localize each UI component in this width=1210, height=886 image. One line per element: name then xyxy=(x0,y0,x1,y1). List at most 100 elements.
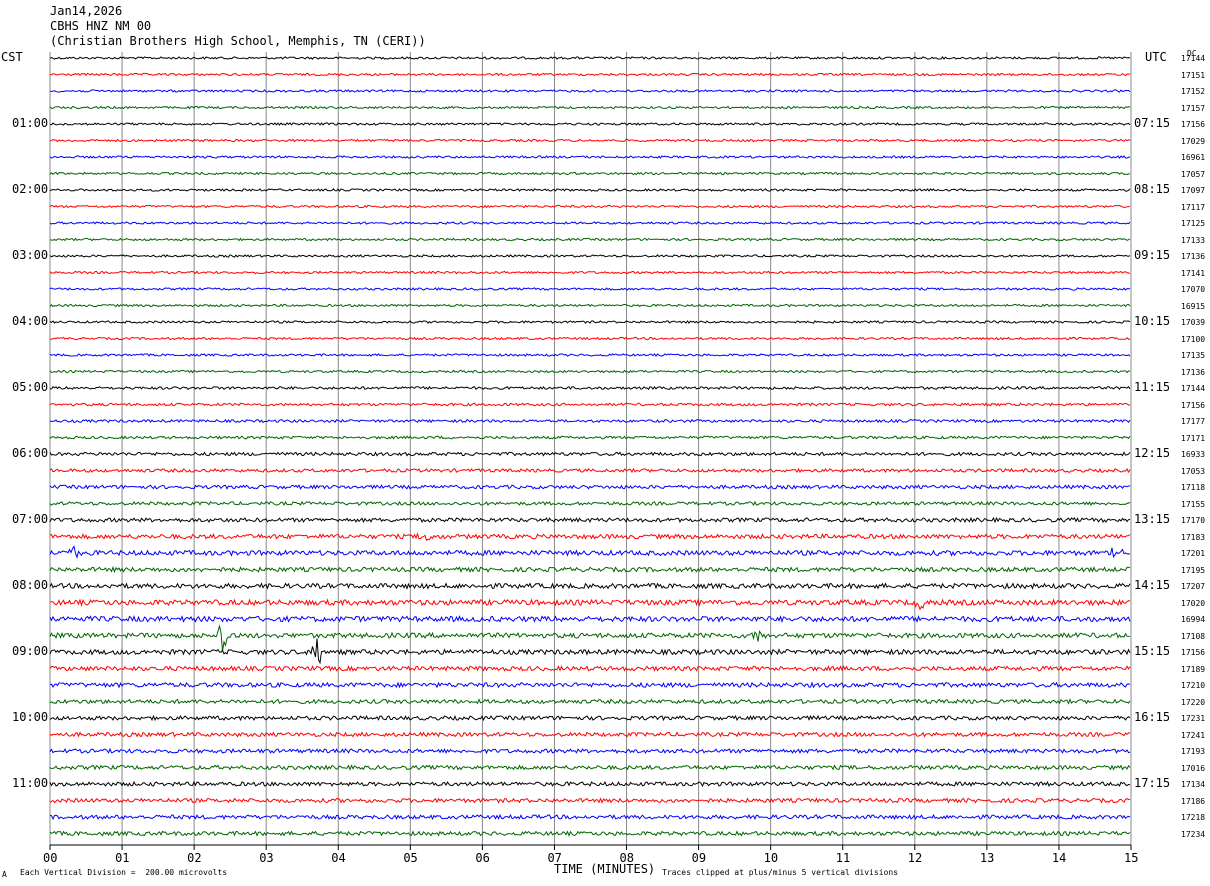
trace-line-25 xyxy=(49,451,1131,457)
x-tick-label: 05 xyxy=(403,851,418,865)
left-hour-label: 02:00 xyxy=(12,182,49,196)
trace-line-2 xyxy=(49,72,1131,77)
dc-offset-label: 17156 xyxy=(1181,648,1206,657)
dc-offset-label: 17136 xyxy=(1181,252,1206,261)
dc-offset-label: 16933 xyxy=(1181,450,1206,459)
x-tick-label: 13 xyxy=(979,851,995,865)
dc-offset-label: 17016 xyxy=(1181,763,1206,773)
dc-offset-label: 17220 xyxy=(1181,697,1206,707)
dc-offset-label: 17039 xyxy=(1181,318,1206,327)
seismic-traces xyxy=(49,56,1131,837)
dc-offset-label: 17070 xyxy=(1181,285,1206,294)
logo-icon: A xyxy=(2,870,7,879)
dc-offset-label: 16961 xyxy=(1181,153,1206,162)
left-hour-label: 08:00 xyxy=(12,578,49,592)
x-tick-label: 12 xyxy=(907,851,923,865)
trace-line-4 xyxy=(49,105,1131,110)
trace-line-3 xyxy=(49,89,1131,93)
trace-line-38 xyxy=(49,665,1131,672)
trace-line-5 xyxy=(49,122,1131,126)
x-axis-ticks xyxy=(49,845,1132,850)
dc-offset-label: 17183 xyxy=(1181,532,1206,542)
right-hour-label: 12:15 xyxy=(1134,446,1171,460)
trace-line-11 xyxy=(49,221,1131,225)
dc-offset-label: 17231 xyxy=(1181,714,1206,723)
dc-offset-label: 17057 xyxy=(1181,169,1206,179)
dc-offset-label: 17100 xyxy=(1181,334,1206,344)
x-tick-label: 07 xyxy=(547,851,562,865)
x-axis-label: TIME (MINUTES) xyxy=(554,862,656,876)
trace-line-7 xyxy=(49,155,1131,159)
left-hour-label: 11:00 xyxy=(12,776,49,790)
dc-offset-label: 17097 xyxy=(1181,186,1206,195)
trace-line-20 xyxy=(49,369,1130,374)
dc-offset-label: 17156 xyxy=(1181,120,1206,129)
dc-offset-label: 17171 xyxy=(1181,433,1206,443)
dc-offset-label: 17157 xyxy=(1181,103,1206,113)
dc-offset-label: 17152 xyxy=(1181,87,1206,96)
x-tick-label: 02 xyxy=(187,851,202,865)
dc-offset-label: 17108 xyxy=(1181,631,1206,641)
trace-line-34 xyxy=(49,598,1131,611)
dc-offset-label: 17155 xyxy=(1181,499,1206,509)
trace-line-44 xyxy=(49,764,1131,771)
dc-offset-label: 17141 xyxy=(1181,268,1206,278)
dc-offset-label: 17144 xyxy=(1181,54,1206,63)
trace-line-42 xyxy=(49,731,1131,738)
trace-line-37 xyxy=(49,638,1131,665)
dc-offset-label: 17151 xyxy=(1181,70,1206,80)
x-tick-label: 15 xyxy=(1124,851,1139,865)
trace-line-26 xyxy=(49,467,1131,474)
dc-offset-label: 17133 xyxy=(1181,235,1206,245)
dc-offset-label: 17218 xyxy=(1181,813,1206,822)
trace-line-19 xyxy=(49,353,1131,357)
dc-offset-label: 17207 xyxy=(1181,582,1206,591)
trace-line-48 xyxy=(49,830,1131,837)
trace-line-17 xyxy=(49,320,1131,324)
x-tick-label: 14 xyxy=(1051,851,1067,865)
header-date: Jan14,2026 xyxy=(50,4,123,18)
trace-line-16 xyxy=(49,303,1131,308)
trace-line-22 xyxy=(49,402,1131,407)
right-hour-label: 10:15 xyxy=(1134,314,1171,328)
trace-line-31 xyxy=(49,545,1131,559)
right-hour-label: 11:15 xyxy=(1134,380,1171,394)
header-station: CBHS HNZ NM 00 xyxy=(50,19,152,33)
right-hour-label: 14:15 xyxy=(1134,578,1171,592)
trace-line-8 xyxy=(49,171,1131,176)
dc-offset-label: 17029 xyxy=(1181,136,1206,146)
dc-offset-label: 17053 xyxy=(1181,466,1206,476)
x-tick-label: 11 xyxy=(835,851,851,865)
left-hour-label: 05:00 xyxy=(12,380,49,394)
dc-offset-label: 17117 xyxy=(1181,202,1206,212)
trace-line-24 xyxy=(49,435,1131,440)
dc-offset-label: 17144 xyxy=(1181,384,1206,393)
dc-offset-label: 17125 xyxy=(1181,219,1206,228)
x-tick-label: 10 xyxy=(763,851,779,865)
dc-offset-label: 17241 xyxy=(1181,730,1206,740)
trace-line-12 xyxy=(49,237,1131,242)
dc-offset-label: 17210 xyxy=(1181,681,1206,690)
x-tick-label: 03 xyxy=(259,851,274,865)
scale-note: Each Vertical Division = 200.00 microvol… xyxy=(20,868,228,877)
trace-line-45 xyxy=(49,780,1131,788)
dc-offset-label: 17177 xyxy=(1181,417,1206,426)
dc-offset-label: 17234 xyxy=(1181,829,1206,839)
trace-line-46 xyxy=(49,797,1131,804)
left-hour-label: 06:00 xyxy=(12,446,49,460)
dc-offset-label: 17156 xyxy=(1181,400,1206,410)
right-hour-label: 08:15 xyxy=(1134,182,1171,196)
x-tick-label: 01 xyxy=(115,851,130,865)
trace-line-43 xyxy=(49,747,1131,755)
trace-line-15 xyxy=(49,287,1131,291)
trace-line-41 xyxy=(49,714,1131,722)
dc-offset-label: 16994 xyxy=(1181,615,1206,624)
trace-line-1 xyxy=(49,56,1131,60)
left-timezone-label: CST xyxy=(1,50,23,64)
right-timezone-label: UTC xyxy=(1145,50,1167,64)
x-tick-label: 00 xyxy=(43,851,58,865)
right-hour-label: 16:15 xyxy=(1134,710,1171,724)
clip-note: Traces clipped at plus/minus 5 vertical … xyxy=(662,868,899,877)
x-tick-label: 09 xyxy=(691,851,707,865)
